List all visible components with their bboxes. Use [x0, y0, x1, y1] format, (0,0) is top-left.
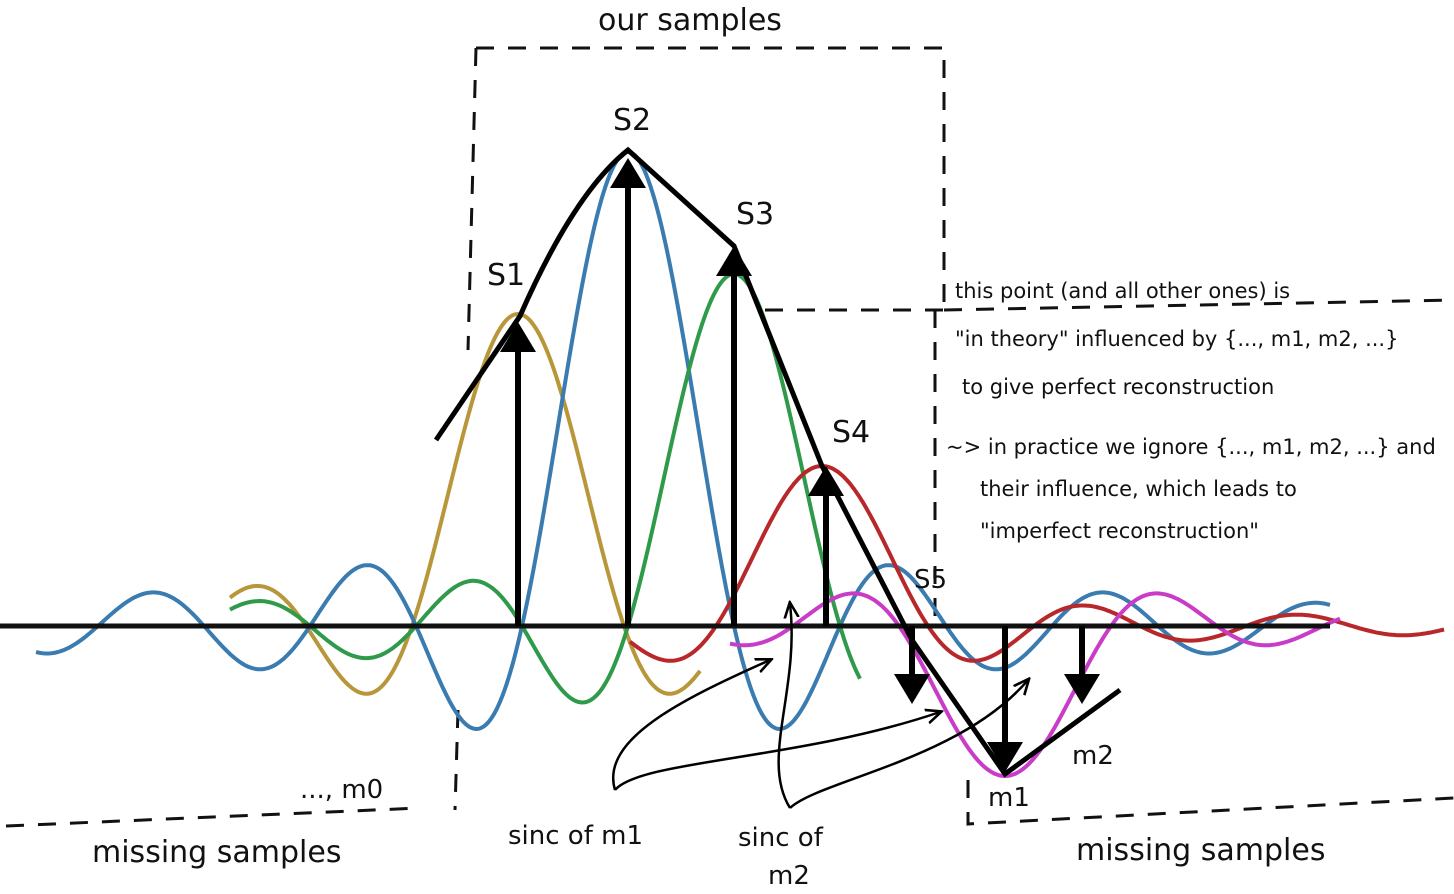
label-s4: S4: [832, 415, 870, 450]
label-m1: m1: [988, 783, 1030, 813]
pointer-arrows: [612, 604, 1028, 809]
sample-arrow-s1: [500, 322, 536, 626]
sample-arrow-m2: [1064, 626, 1100, 704]
label-missing-right: missing samples: [1076, 833, 1325, 868]
sinc-curve-m1: [729, 591, 1341, 778]
arrow-up-icon: [500, 322, 536, 352]
note-line-2: "in theory" influenced by {..., m1, m2, …: [955, 327, 1398, 351]
sample-arrow-s4: [808, 466, 844, 626]
reconstructed-envelope: [433, 146, 1122, 778]
sample-arrow-s5: [894, 626, 930, 704]
dashed-boxes: [5, 46, 1454, 828]
note-line-1: this point (and all other ones) is: [955, 279, 1290, 303]
label-sinc-m2-line1: sinc of: [738, 823, 824, 853]
sample-arrows: [500, 158, 1100, 772]
notes: this point (and all other ones) is "in t…: [946, 279, 1436, 543]
label-s5: S5: [914, 565, 947, 595]
note-line-6: "imperfect reconstruction": [980, 519, 1259, 543]
right-missing-box: [765, 298, 1454, 312]
pointer-m1-a: [612, 660, 770, 791]
label-our-samples: our samples: [598, 3, 782, 38]
sinc-curve-s3: [229, 271, 862, 705]
pointer-m1-b: [614, 712, 940, 791]
our-samples-box: [466, 46, 946, 630]
arrow-down-icon: [1064, 674, 1100, 704]
label-m0: ..., m0: [300, 775, 383, 805]
note-line-5: their influence, which leads to: [980, 477, 1297, 501]
note-line-3: to give perfect reconstruction: [962, 375, 1274, 399]
sample-arrow-m1: [987, 626, 1023, 772]
labels: our samples S2 S1 S3 S4 S5 ..., m0 m1 m2…: [92, 3, 1325, 891]
sinc-curve-s2: [35, 149, 1331, 732]
label-missing-left: missing samples: [92, 835, 341, 870]
arrow-up-icon: [610, 158, 646, 188]
label-s3: S3: [736, 197, 774, 232]
left-missing-box-right: [453, 709, 460, 811]
arrow-up-icon: [808, 466, 844, 496]
sample-arrow-s3: [716, 246, 752, 626]
label-s1: S1: [487, 258, 525, 293]
arrow-down-icon: [987, 742, 1023, 772]
label-sinc-m1: sinc of m1: [508, 821, 643, 851]
right-missing-box-bottom: [966, 780, 1454, 826]
left-missing-box-top: [5, 806, 421, 828]
sinc-curves: [35, 149, 1445, 778]
sample-arrow-s2: [610, 158, 646, 626]
arrow-down-icon: [894, 674, 930, 704]
arrow-up-icon: [716, 246, 752, 276]
pointer-m2-a: [777, 604, 792, 809]
label-sinc-m2-line2: m2: [768, 861, 810, 891]
label-s2: S2: [613, 103, 651, 138]
note-line-4: ~> in practice we ignore {..., m1, m2, .…: [946, 435, 1436, 459]
label-m2: m2: [1072, 741, 1114, 771]
pointer-m2-b: [789, 680, 1028, 809]
